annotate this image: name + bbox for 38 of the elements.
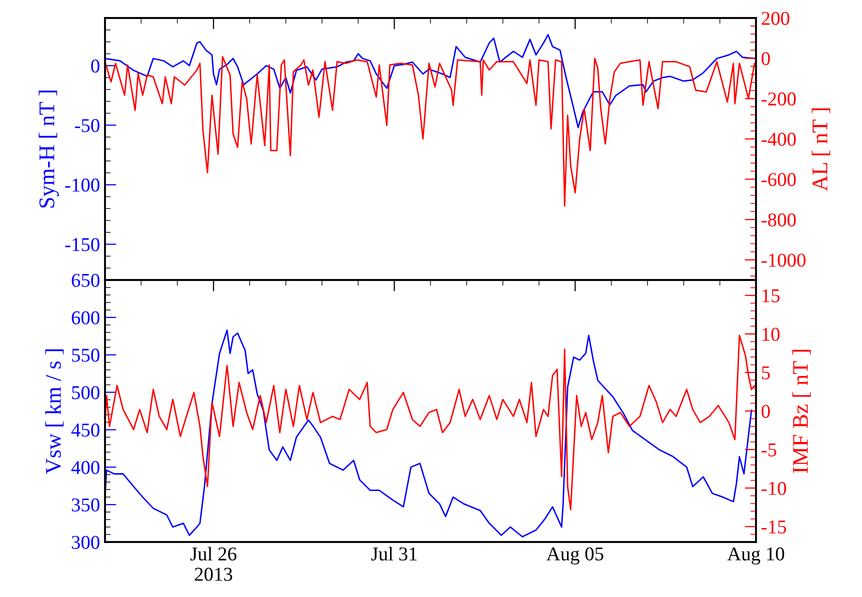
y2-tick-label: 0 bbox=[762, 52, 770, 66]
y2-tick-label: -800 bbox=[762, 213, 796, 226]
y2-tick-label: -15 bbox=[762, 520, 786, 534]
line-series bbox=[105, 329, 752, 538]
y-axis-title: Vsw [ km / s ] bbox=[45, 349, 64, 474]
y-tick-label: 650 bbox=[72, 274, 100, 287]
line-series bbox=[105, 56, 756, 207]
x-tick-label: Aug 10 bbox=[727, 547, 784, 564]
y2-axis-title: IMF Bz [ nT ] bbox=[792, 350, 811, 473]
y-tick-label: -150 bbox=[65, 238, 100, 252]
x-tick-label: Aug 05 bbox=[546, 547, 604, 564]
y2-tick-label: -5 bbox=[762, 444, 776, 456]
y2-tick-label: -10 bbox=[762, 482, 786, 495]
y-tick-label: 350 bbox=[72, 498, 100, 512]
y2-tick-label: -1000 bbox=[762, 254, 806, 267]
y-tick-label: 500 bbox=[72, 386, 100, 400]
y-tick-label: 0 bbox=[91, 59, 100, 73]
y-tick-label: 600 bbox=[72, 311, 100, 324]
y-axis-title: Sym-H [ nT ] bbox=[38, 90, 59, 208]
x-tick-label: Jul 26 2013 bbox=[190, 546, 236, 581]
x-tick-label: Jul 31 bbox=[371, 546, 417, 561]
y2-tick-label: 15 bbox=[762, 289, 780, 302]
y-tick-label: 400 bbox=[71, 460, 100, 474]
y2-tick-label: 200 bbox=[762, 12, 790, 25]
y2-tick-label: -600 bbox=[762, 173, 796, 186]
line-series bbox=[105, 34, 756, 128]
y-tick-label: -100 bbox=[65, 178, 100, 192]
y2-tick-label: -400 bbox=[762, 132, 796, 146]
y2-tick-label: 10 bbox=[762, 328, 780, 341]
y2-tick-label: 5 bbox=[762, 366, 770, 380]
y-tick-label: 550 bbox=[72, 348, 100, 362]
y-tick-label: 300 bbox=[72, 536, 100, 549]
y2-axis-title: AL [ nT ] bbox=[812, 108, 830, 192]
y2-tick-label: 0 bbox=[762, 404, 770, 418]
y-tick-label: -50 bbox=[74, 119, 100, 132]
line-series bbox=[105, 334, 756, 510]
y-tick-label: 450 bbox=[71, 424, 100, 437]
y2-tick-label: -200 bbox=[762, 92, 796, 106]
